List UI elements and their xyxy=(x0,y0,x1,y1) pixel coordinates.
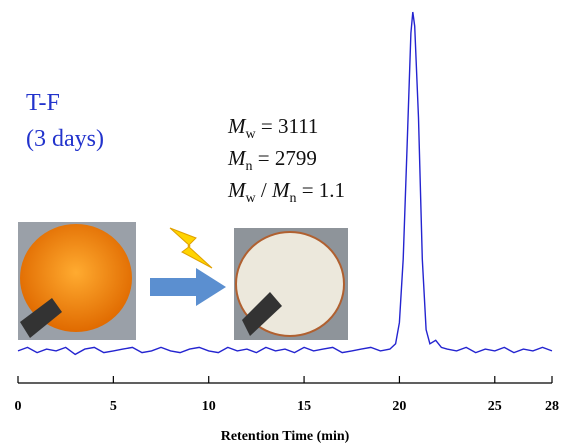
x-tick-label: 20 xyxy=(392,399,406,414)
photo-before xyxy=(18,222,136,340)
stat-part: n xyxy=(246,159,253,174)
stat-part: / xyxy=(256,178,272,202)
stat-part: = 2799 xyxy=(253,146,317,170)
stat-part: w xyxy=(246,127,257,142)
x-axis-label: Retention Time (min) xyxy=(221,429,350,444)
annotation: (3 days) xyxy=(26,126,104,152)
x-tick-label: 5 xyxy=(110,399,117,414)
x-tick-label: 0 xyxy=(15,399,22,414)
stat-part: M xyxy=(227,114,247,138)
trace-line xyxy=(17,11,553,356)
x-tick-label: 10 xyxy=(202,399,216,414)
stat-label: Mw / Mn = 1.1 xyxy=(227,178,345,206)
stat-part: n xyxy=(289,191,296,206)
stat-part: M xyxy=(227,178,247,202)
stat-part: M xyxy=(227,146,247,170)
photo-after xyxy=(234,228,348,340)
stat-part: w xyxy=(246,191,257,206)
stat-part: M xyxy=(271,178,291,202)
x-tick-label: 25 xyxy=(488,399,502,414)
stat-part: = 3111 xyxy=(256,114,319,138)
arrow xyxy=(150,268,226,306)
x-tick-label: 28 xyxy=(545,399,559,414)
stat-part: = 1.1 xyxy=(296,178,345,202)
x-tick-label: 15 xyxy=(297,399,311,414)
stat-label: Mn = 2799 xyxy=(227,146,317,174)
stat-label: Mw = 3111 xyxy=(227,114,318,142)
lightning-icon xyxy=(169,227,213,269)
annotation: T-F xyxy=(26,90,60,116)
